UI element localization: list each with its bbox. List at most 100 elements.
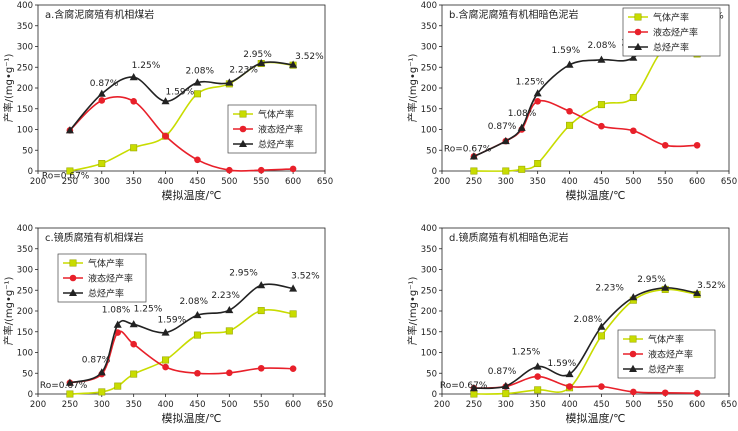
- data-point: [289, 365, 297, 372]
- legend-label: 液态烃产率: [88, 273, 133, 285]
- x-tick-label: 450: [593, 177, 609, 187]
- data-point: [693, 141, 701, 149]
- y-tick-label: 250: [17, 286, 33, 296]
- legend-marker: [629, 350, 637, 358]
- ro-annotation: Ro=0.67%: [444, 144, 492, 154]
- y-tick-label: 50: [22, 146, 33, 156]
- ro-annotation: 1.59%: [548, 359, 577, 369]
- data-point: [598, 383, 605, 390]
- ro-annotation: 2.23%: [211, 291, 240, 301]
- data-point: [693, 288, 702, 297]
- y-tick-label: 100: [17, 349, 33, 359]
- y-tick-label: 350: [421, 245, 437, 255]
- x-tick-label: 500: [221, 177, 237, 187]
- ro-annotation: 1.59%: [158, 316, 187, 326]
- x-tick-label: 650: [317, 177, 333, 187]
- x-tick-label: 400: [561, 400, 577, 410]
- data-point: [129, 73, 138, 81]
- y-tick-label: 50: [426, 146, 437, 156]
- data-point: [470, 167, 478, 175]
- ro-annotation: 2.95%: [229, 268, 258, 278]
- data-point: [65, 378, 74, 386]
- y-tick-label: 100: [421, 126, 437, 136]
- data-point: [501, 381, 510, 390]
- x-tick-label: 500: [625, 177, 641, 187]
- legend-label: 气体产率: [648, 334, 684, 346]
- y-tick-label: 50: [426, 369, 437, 379]
- data-point: [629, 94, 637, 102]
- data-point: [661, 283, 670, 291]
- data-point: [534, 160, 542, 168]
- ro-annotation: Ro=0.67%: [42, 171, 90, 181]
- y-tick-label: 0: [28, 167, 33, 177]
- data-point: [693, 389, 701, 397]
- y-tick-label: 150: [421, 105, 437, 115]
- y-tick-label: 250: [421, 286, 437, 296]
- data-point: [162, 363, 169, 371]
- data-point: [194, 369, 201, 377]
- y-axis-label: 产率/(mg•g⁻¹): [406, 277, 419, 346]
- data-point: [66, 167, 74, 175]
- y-tick-label: 200: [17, 84, 33, 94]
- data-point: [193, 78, 202, 86]
- data-point: [113, 320, 122, 328]
- data-point: [534, 97, 541, 105]
- ro-annotation: 1.08%: [508, 109, 537, 119]
- y-tick-label: 350: [17, 245, 33, 255]
- data-point: [501, 136, 510, 145]
- data-point: [129, 320, 138, 328]
- ro-annotation: Ro=0.67%: [440, 381, 488, 391]
- data-point: [289, 284, 298, 292]
- data-point: [193, 331, 201, 339]
- y-tick-label: 100: [421, 349, 437, 359]
- legend-label: 总烃产率: [653, 42, 689, 54]
- data-point: [257, 307, 265, 315]
- ro-annotation: 1.59%: [166, 87, 195, 97]
- ro-annotation: 2.08%: [587, 41, 616, 51]
- data-point: [629, 53, 638, 61]
- x-tick-label: 500: [625, 400, 641, 410]
- y-tick-label: 300: [421, 266, 437, 276]
- y-tick-label: 200: [421, 307, 437, 317]
- x-tick-label: 450: [189, 400, 205, 410]
- data-point: [565, 60, 574, 68]
- data-point: [193, 310, 202, 319]
- series-line-2: [473, 286, 698, 390]
- data-point: [661, 389, 669, 397]
- data-point: [597, 55, 606, 63]
- ro-annotation: 2.95%: [243, 50, 272, 60]
- ro-annotation: 2.23%: [595, 283, 624, 293]
- ro-annotation: 3.52%: [295, 52, 324, 62]
- x-tick-label: 550: [657, 400, 673, 410]
- data-point: [533, 362, 542, 370]
- data-point: [65, 126, 74, 134]
- ro-annotation: Ro=0.67%: [40, 381, 88, 391]
- data-point: [257, 166, 265, 174]
- chart-panel-0: 200 250 300 350 400 450 500 550 600 650 0 50 100 150 2…: [2, 1, 333, 202]
- legend-marker: [239, 110, 247, 118]
- x-axis-label: 模拟温度/℃: [565, 411, 625, 425]
- y-tick-label: 0: [432, 167, 437, 177]
- chart-panel-1: 200 250 300 350 400 450 500 550 600 650 0 50 100 150 2…: [406, 1, 737, 202]
- data-point: [565, 369, 574, 378]
- y-tick-label: 200: [17, 307, 33, 317]
- ro-annotation: 0.87%: [90, 79, 119, 89]
- x-tick-label: 300: [94, 400, 110, 410]
- legend-marker: [634, 28, 642, 36]
- ro-annotation: 1.59%: [552, 46, 581, 56]
- data-point: [502, 167, 510, 175]
- legend-label: 总烃产率: [88, 288, 124, 300]
- y-tick-label: 350: [421, 22, 437, 32]
- x-tick-label: 350: [530, 400, 546, 410]
- data-point: [66, 390, 74, 398]
- data-point: [469, 383, 478, 392]
- y-tick-label: 300: [17, 43, 33, 53]
- y-tick-label: 150: [17, 105, 33, 115]
- legend-label: 液态烃产率: [653, 27, 698, 39]
- y-tick-label: 0: [432, 390, 437, 400]
- legend-label: 气体产率: [88, 258, 124, 270]
- data-point: [257, 281, 266, 289]
- ro-annotation: 1.08%: [102, 306, 131, 316]
- x-tick-label: 600: [689, 400, 705, 410]
